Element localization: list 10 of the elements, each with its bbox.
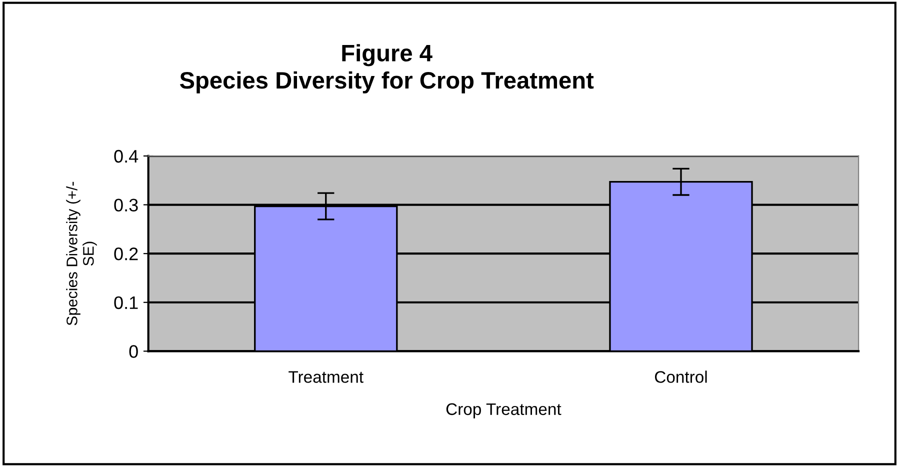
x-axis-title: Crop Treatment: [446, 403, 562, 418]
y-tick-label: 0.4: [114, 150, 138, 163]
y-tick-label: 0.2: [114, 248, 138, 260]
x-tick-label: Control: [654, 370, 707, 383]
y-axis-title: Species Diversity (+/- SE): [66, 182, 97, 326]
y-tick-label: 0: [129, 345, 138, 358]
y-tick-label: 0.3: [114, 198, 138, 212]
x-tick-label: Treatment: [288, 371, 364, 383]
chart-title: Figure 4 Species Diversity for Crop Treatment: [180, 44, 594, 94]
y-tick-label: 0.1: [114, 296, 138, 310]
